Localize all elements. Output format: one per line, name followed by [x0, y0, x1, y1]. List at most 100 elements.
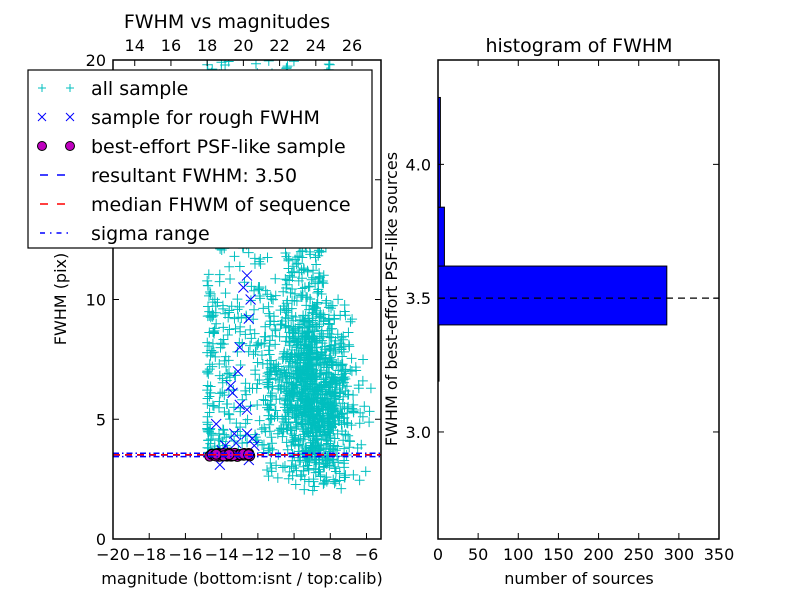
data-point-all-sample: [265, 400, 276, 411]
legend-label: sigma range: [91, 223, 210, 245]
data-point-all-sample: [339, 346, 350, 357]
data-point-all-sample: [360, 466, 371, 477]
data-point-all-sample: [267, 330, 278, 341]
data-point-all-sample: [221, 432, 232, 443]
data-point-all-sample: [297, 418, 308, 429]
data-point-all-sample: [214, 269, 225, 280]
data-point-all-sample: [318, 331, 329, 342]
histogram-ytick-label: 3.0: [406, 423, 431, 442]
data-point-all-sample: [249, 304, 260, 315]
data-point-all-sample: [297, 408, 308, 419]
data-point-all-sample: [355, 407, 366, 418]
data-point-all-sample: [263, 60, 274, 66]
data-point-all-sample: [211, 318, 222, 329]
data-point-all-sample: [221, 361, 232, 372]
scatter-panel: −20−18−16−14−12−10−8−6051015201416182022…: [27, 11, 383, 588]
data-point-all-sample: [203, 368, 214, 379]
scatter-ytick-label: 0: [96, 530, 106, 549]
data-point-all-sample: [267, 444, 278, 455]
data-point-all-sample: [301, 426, 312, 437]
data-point-all-sample: [254, 415, 265, 426]
data-point-all-sample: [288, 368, 299, 379]
data-point-all-sample: [282, 400, 293, 411]
data-point-all-sample: [322, 455, 333, 466]
data-point-all-sample: [279, 381, 290, 392]
data-point-all-sample: [344, 341, 355, 352]
data-point-all-sample: [314, 426, 325, 437]
scatter-ticks: −20−18−16−14−12−10−8−6051015201416182022…: [86, 36, 381, 564]
data-point-all-sample: [265, 390, 276, 401]
data-point-all-sample: [282, 444, 293, 455]
data-point-all-sample: [281, 298, 292, 309]
data-point-all-sample: [288, 392, 299, 403]
data-point-all-sample: [309, 418, 320, 429]
data-point-all-sample: [297, 372, 308, 383]
data-point-all-sample: [203, 290, 214, 301]
scatter-top-xtick-label: 22: [269, 36, 289, 55]
histogram-bar: [438, 206, 445, 267]
data-point-all-sample: [302, 359, 313, 370]
data-point-all-sample: [214, 370, 225, 381]
data-point-all-sample: [299, 484, 310, 495]
data-point-all-sample: [266, 463, 277, 474]
data-point-all-sample: [286, 267, 297, 278]
data-point-all-sample: [258, 394, 269, 405]
legend-marker-circle: [37, 141, 47, 151]
data-point-all-sample: [338, 366, 349, 377]
data-point-all-sample: [357, 375, 368, 386]
data-point-all-sample: [351, 365, 362, 376]
data-point-all-sample: [313, 284, 324, 295]
data-point-all-sample: [240, 329, 251, 340]
data-point-all-sample: [295, 314, 306, 325]
data-point-all-sample: [293, 275, 304, 286]
data-point-all-sample: [279, 367, 290, 378]
data-point-all-sample: [331, 466, 342, 477]
data-point-all-sample: [220, 60, 231, 70]
data-point-all-sample: [339, 371, 350, 382]
data-point-all-sample: [278, 364, 289, 375]
data-point-rough-fwhm: [234, 342, 246, 353]
data-point-all-sample: [218, 322, 229, 333]
data-point-all-sample: [279, 461, 290, 472]
data-point-all-sample: [266, 355, 277, 366]
data-point-all-sample: [314, 381, 325, 392]
data-point-all-sample: [239, 277, 250, 288]
data-point-all-sample: [270, 405, 281, 416]
data-point-all-sample: [283, 473, 294, 484]
data-point-all-sample: [202, 423, 213, 434]
data-point-all-sample: [291, 362, 302, 373]
data-point-all-sample: [293, 349, 304, 360]
data-point-all-sample: [317, 335, 328, 346]
data-point-all-sample: [345, 316, 356, 327]
data-point-all-sample: [281, 331, 292, 342]
data-point-all-sample: [262, 252, 273, 263]
data-point-all-sample: [283, 362, 294, 373]
data-point-all-sample: [300, 381, 311, 392]
data-point-all-sample: [339, 412, 350, 423]
data-point-all-sample: [257, 440, 268, 451]
data-point-all-sample: [323, 318, 334, 329]
data-point-all-sample: [303, 476, 314, 487]
data-point-all-sample: [252, 357, 263, 368]
data-point-all-sample: [250, 429, 261, 440]
data-point-all-sample: [260, 426, 271, 437]
data-point-all-sample: [293, 409, 304, 420]
data-point-all-sample: [326, 359, 337, 370]
data-point-all-sample: [307, 364, 318, 375]
data-point-all-sample: [224, 324, 235, 335]
histogram-xtick-label: 0: [433, 545, 443, 564]
data-point-all-sample: [243, 247, 254, 258]
data-point-all-sample: [264, 310, 275, 321]
legend-label: all sample: [91, 78, 188, 100]
data-point-all-sample: [309, 385, 320, 396]
scatter-top-xtick-label: 18: [197, 36, 217, 55]
legend-label: median FHWM of sequence: [91, 194, 351, 216]
data-point-all-sample: [309, 303, 320, 314]
histogram-xtick-label: 200: [583, 545, 614, 564]
data-point-all-sample: [313, 273, 324, 284]
data-point-all-sample: [337, 351, 348, 362]
legend: all sample sample for rough FWHM best-effo…: [27, 69, 373, 249]
scatter-ytick-label: 20: [86, 51, 106, 70]
data-point-all-sample: [281, 307, 292, 318]
data-point-all-sample: [339, 402, 350, 413]
